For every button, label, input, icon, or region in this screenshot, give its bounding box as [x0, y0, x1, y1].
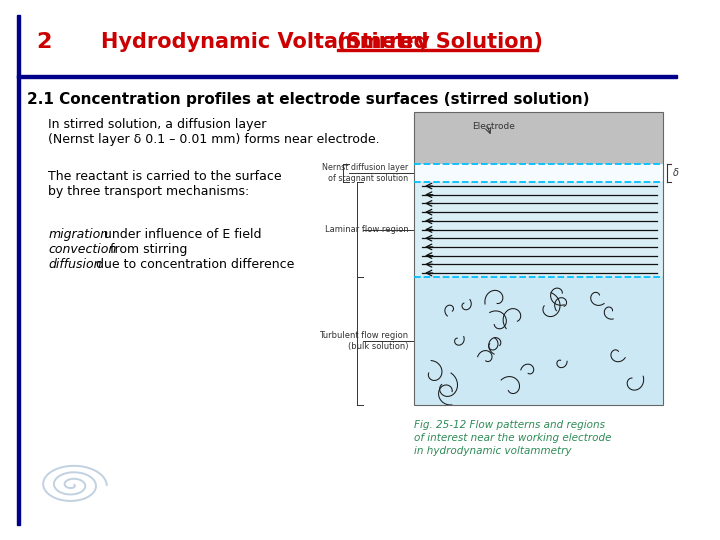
Text: Laminar flow region: Laminar flow region — [325, 225, 408, 234]
Text: under influence of E field: under influence of E field — [100, 228, 261, 241]
Text: by three transport mechanisms:: by three transport mechanisms: — [48, 185, 249, 198]
Text: convection: convection — [48, 243, 117, 256]
Bar — [337, 49, 538, 51]
Bar — [17, 15, 20, 525]
Text: 2: 2 — [37, 32, 52, 52]
Text: Turbulent flow region
(bulk solution): Turbulent flow region (bulk solution) — [320, 332, 408, 350]
Text: migration: migration — [48, 228, 108, 241]
Bar — [414, 182, 663, 277]
Text: Fig. 25-12 Flow patterns and regions: Fig. 25-12 Flow patterns and regions — [414, 420, 606, 430]
Text: from stirring: from stirring — [106, 243, 187, 256]
Text: Nernst diffusion layer
of stagnant solution: Nernst diffusion layer of stagnant solut… — [323, 163, 408, 183]
Text: The reactant is carried to the surface: The reactant is carried to the surface — [48, 170, 282, 183]
Text: δ: δ — [672, 168, 679, 178]
Bar — [17, 75, 678, 78]
Text: diffusion: diffusion — [48, 258, 102, 271]
Bar — [414, 277, 663, 405]
Bar — [414, 112, 663, 164]
Text: 2.1 Concentration profiles at electrode surfaces (stirred solution): 2.1 Concentration profiles at electrode … — [27, 92, 590, 107]
Text: In stirred solution, a diffusion layer: In stirred solution, a diffusion layer — [48, 118, 266, 131]
Bar — [414, 112, 663, 405]
Text: (Nernst layer δ 0.1 – 0.01 mm) forms near electrode.: (Nernst layer δ 0.1 – 0.01 mm) forms nea… — [48, 133, 380, 146]
Text: Hydrodynamic Voltammetry: Hydrodynamic Voltammetry — [102, 32, 437, 52]
Text: due to concentration difference: due to concentration difference — [91, 258, 294, 271]
Text: Electrode: Electrode — [472, 122, 515, 131]
Text: in hydrodynamic voltammetry: in hydrodynamic voltammetry — [414, 446, 572, 456]
Text: (Stirred Solution): (Stirred Solution) — [337, 32, 544, 52]
Text: of interest near the working electrode: of interest near the working electrode — [414, 433, 612, 443]
Bar — [414, 164, 663, 182]
